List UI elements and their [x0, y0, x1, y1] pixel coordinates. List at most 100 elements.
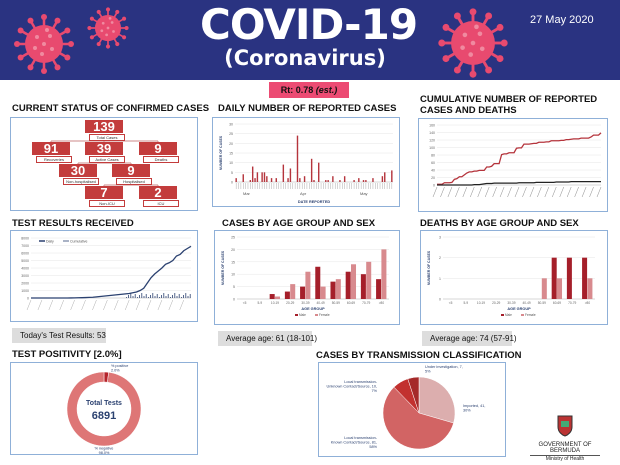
y-tick-label: 30 — [229, 123, 233, 127]
bar-male — [315, 266, 321, 299]
legend-label: Male — [505, 313, 512, 317]
y-tick-label: 3000 — [21, 274, 29, 278]
month-label: Apr — [300, 191, 307, 196]
month-label: Mar — [243, 191, 251, 196]
bar-male — [345, 271, 351, 299]
x-tick — [92, 299, 97, 311]
bar-female — [541, 278, 547, 299]
y-tick-label: 6000 — [21, 252, 29, 256]
y-tick-label: 4000 — [21, 267, 29, 271]
pie-slice — [382, 386, 454, 450]
x-tick — [146, 299, 152, 311]
series-line-cumulative — [31, 245, 192, 299]
pie-slice — [66, 371, 142, 447]
box-label: Total Cases — [89, 134, 125, 141]
x-tick — [135, 299, 141, 311]
daily-test-bar — [139, 295, 140, 298]
y-tick-label: 5 — [233, 285, 235, 289]
total-tests-value: 6891 — [92, 410, 116, 422]
virus-spike-tip — [54, 64, 61, 71]
y-tick-label: 60 — [431, 161, 435, 165]
report-date: 27 May 2020 — [530, 14, 594, 26]
x-tick — [168, 299, 174, 311]
section-title-cumulative: CUMULATIVE NUMBER OF REPORTED CASES AND … — [420, 94, 598, 116]
virus-dot — [106, 26, 110, 30]
pie-label: Imported, 41, 30% — [463, 404, 485, 413]
bar-female — [275, 296, 281, 299]
y-tick-label: 160 — [429, 124, 435, 128]
total-tests-label: Total Tests — [86, 400, 122, 407]
section-title-transmission: CASES BY TRANSMISSION CLASSIFICATION — [316, 350, 522, 361]
y-tick-label: 0 — [233, 298, 235, 302]
virus-spike-tip — [469, 8, 477, 16]
average-age-cases: Average age: 61 (18-101) — [218, 331, 317, 346]
x-tick — [179, 299, 184, 311]
series-line-series — [437, 180, 601, 186]
box-value: 39 — [85, 142, 123, 155]
x-tick — [574, 186, 579, 198]
daily-test-bar — [174, 293, 176, 298]
x-axis-label: AGE GROUP — [507, 307, 531, 311]
x-tick — [157, 299, 163, 311]
daily-bar — [343, 176, 346, 182]
rt-value: Rt: 0.78 — [280, 85, 314, 95]
daily-test-bar — [152, 293, 154, 298]
virus-spike-tip — [17, 54, 24, 61]
virus-spike-tip — [122, 16, 127, 21]
virus-dot — [105, 33, 108, 37]
y-tick-label: 40 — [431, 169, 435, 173]
box-label: Recoveries — [36, 156, 72, 163]
pie-label-name: Known Contact/Source, 81, — [331, 441, 377, 445]
virus-spike-tip — [115, 9, 120, 14]
section-title-age: CASES BY AGE GROUP AND SEX — [222, 218, 376, 229]
pie-label: Under investigation, 7, 5% — [425, 365, 463, 374]
x-tick — [114, 299, 119, 311]
x-tick — [552, 186, 557, 198]
daily-bar — [266, 176, 268, 182]
daily-test-bar — [143, 296, 145, 298]
daily-bar — [332, 176, 334, 182]
bar-female — [335, 279, 341, 299]
virus-dot — [100, 29, 104, 33]
x-tick — [37, 299, 43, 311]
virus-dot — [112, 30, 115, 33]
virus-spike-tip — [14, 41, 20, 47]
bar-male — [566, 257, 572, 299]
daily-test-bar — [176, 296, 178, 298]
transmission-panel: Imported, 41, 30% Local transmission-Known… — [318, 362, 506, 457]
status-panel: 139 Total Cases 91 Recoveries 39 Active Cas… — [10, 117, 198, 211]
virus-dot — [42, 42, 46, 46]
virus-spike-tip — [453, 12, 461, 20]
pie-label-name: % positive — [111, 364, 128, 368]
legend-label: Male — [299, 313, 306, 317]
x-tick — [462, 186, 468, 198]
average-age-deaths: Average age: 74 (57-91) — [422, 331, 517, 346]
daily-bar — [313, 180, 315, 182]
daily-test-bar — [185, 293, 187, 298]
virus-spike-tip — [68, 41, 74, 47]
virus-spike-tip — [438, 39, 446, 47]
box-label: Non-hospitalised — [63, 178, 99, 185]
series-line-series — [437, 132, 602, 185]
age-chart-panel: 0 5 10 15 20 25 NUMBER OF CASES AGE GROUP <5 5-9 1… — [214, 230, 400, 325]
bar-male — [376, 279, 382, 299]
x-tick — [596, 186, 602, 198]
virus-spike-tip — [17, 27, 24, 34]
y-tick-label: 0 — [433, 184, 435, 188]
bar-female — [290, 284, 296, 299]
x-tick-label: 60-69 — [553, 301, 561, 305]
box-value: 7 — [85, 186, 123, 199]
y-tick-label: 100 — [429, 146, 435, 150]
y-tick-label: 1000 — [21, 289, 29, 293]
bar-male — [284, 291, 290, 299]
daily-test-bar — [178, 294, 180, 298]
x-tick — [48, 299, 54, 311]
legend-swatch — [501, 314, 504, 316]
x-tick — [537, 186, 542, 198]
positivity-donut: % positive 2.0% % negative 98.0% Total Tests… — [66, 364, 142, 455]
virus-icon — [14, 14, 74, 74]
x-tick — [514, 186, 520, 198]
virus-dot — [33, 46, 37, 50]
daily-bar — [287, 178, 289, 182]
virus-spike-tip — [442, 55, 450, 63]
